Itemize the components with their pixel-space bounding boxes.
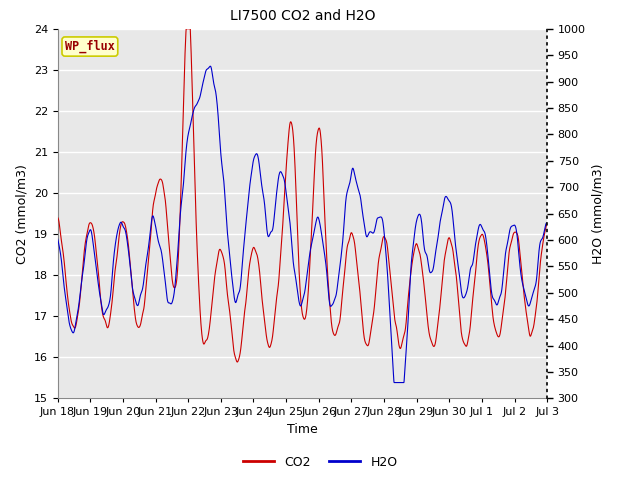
Y-axis label: CO2 (mmol/m3): CO2 (mmol/m3) [15,164,28,264]
Legend: CO2, H2O: CO2, H2O [237,451,403,474]
Text: WP_flux: WP_flux [65,40,115,53]
X-axis label: Time: Time [287,423,318,436]
Y-axis label: H2O (mmol/m3): H2O (mmol/m3) [591,163,604,264]
Title: LI7500 CO2 and H2O: LI7500 CO2 and H2O [230,10,375,24]
